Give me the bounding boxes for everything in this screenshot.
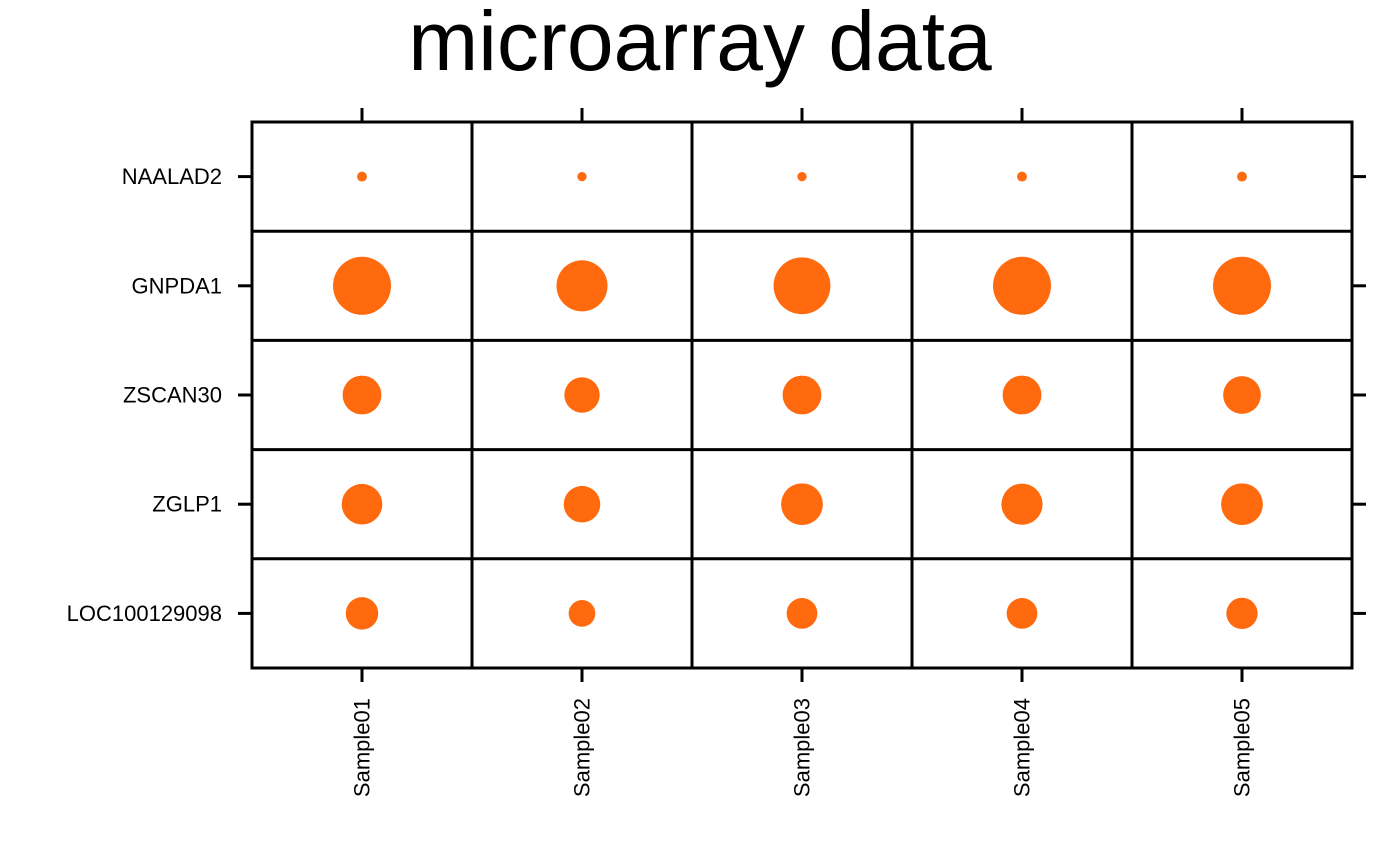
bubble-point	[781, 483, 823, 526]
bubble-point	[993, 256, 1051, 315]
bubble-point	[345, 597, 379, 630]
bubble-point	[1001, 483, 1043, 525]
bubble-point	[556, 260, 608, 312]
column-label: Sample04	[1010, 698, 1035, 797]
axis-ticks	[238, 108, 1366, 682]
bubble-point	[786, 598, 818, 629]
row-label: GNPDA1	[132, 273, 222, 298]
bubble-point	[563, 485, 601, 523]
bubble-point	[341, 483, 383, 525]
plot-frame	[250, 120, 1354, 670]
chart-title: microarray data	[408, 0, 992, 88]
bubble-point	[564, 377, 600, 413]
bubble-point	[1221, 483, 1263, 526]
row-label: ZSCAN30	[123, 383, 222, 408]
row-label: LOC100129098	[67, 601, 222, 626]
bubble-point	[1002, 375, 1042, 415]
bubble-point	[333, 256, 391, 315]
bubble-layer	[333, 171, 1271, 630]
bubble-point	[773, 257, 831, 315]
row-labels: NAALAD2 GNPDA1 ZSCAN30 ZGLP1 LOC100129098	[67, 164, 222, 626]
column-label: Sample05	[1230, 698, 1255, 797]
bubble-point	[1006, 598, 1038, 629]
bubble-point	[1213, 256, 1271, 315]
bubble-point	[1237, 171, 1247, 182]
column-labels: Sample01 Sample02 Sample03 Sample04 Sample05	[350, 698, 1255, 797]
bubble-point	[342, 375, 382, 415]
column-label: Sample02	[570, 698, 595, 797]
row-label: ZGLP1	[152, 492, 222, 517]
bubble-point	[568, 600, 596, 627]
grid-lines	[252, 122, 1352, 668]
bubble-point	[1223, 376, 1261, 414]
bubble-point	[357, 171, 367, 182]
column-label: Sample01	[350, 698, 375, 797]
row-label: NAALAD2	[122, 164, 222, 189]
bubble-point	[797, 171, 807, 182]
bubble-point	[577, 171, 587, 182]
bubble-point	[1017, 171, 1027, 182]
column-label: Sample03	[790, 698, 815, 797]
bubble-point	[1226, 597, 1258, 630]
bubble-point	[782, 375, 822, 415]
